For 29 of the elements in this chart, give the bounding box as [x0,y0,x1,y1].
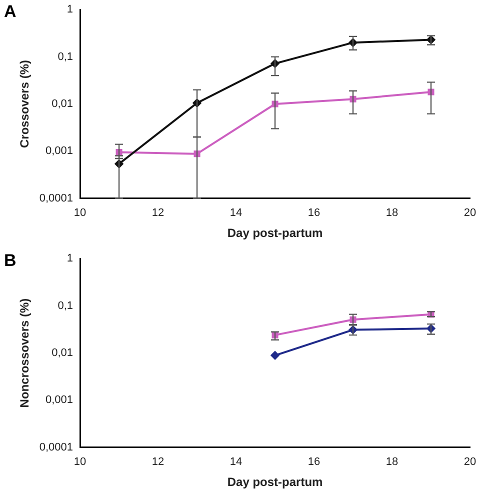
x-tick-label: 12 [152,456,164,468]
x-tick-label: 20 [464,456,476,468]
x-tick-label: 16 [308,207,320,220]
x-tick-label: 12 [152,207,164,220]
y-tick-label: 1 [66,252,74,265]
x-tick-label: 10 [74,456,86,468]
y-tick-label: 0,001 [46,394,74,406]
x-tick-label: 18 [386,207,398,220]
x-axis-title: Day post-partum [227,226,323,240]
y-tick-label: 0,001 [46,145,74,158]
x-tick-label: 14 [230,207,242,220]
x-tick-label: 18 [386,456,398,468]
y-tick-label: 0,01 [52,347,74,360]
y-tick-label: 0,0001 [39,441,74,454]
x-tick-label: 14 [230,456,242,468]
y-axis-title: Noncrossovers (%) [18,298,32,408]
y-tick-label: 0,1 [58,50,74,63]
x-axis-title: Day post-partum [227,475,323,490]
y-tick-label: 0,01 [52,98,74,110]
chart-title: B [4,251,16,270]
x-tick-label: 20 [464,207,476,220]
y-tick-label: 0,1 [58,300,74,312]
y-axis-title: Crossovers (%) [18,60,32,148]
x-tick-label: 10 [74,207,86,220]
point [270,351,280,360]
y-tick-label: 0,0001 [39,192,74,204]
chart-title: A [4,2,16,22]
y-tick-label: 1 [66,4,74,16]
x-tick-label: 16 [308,456,320,468]
